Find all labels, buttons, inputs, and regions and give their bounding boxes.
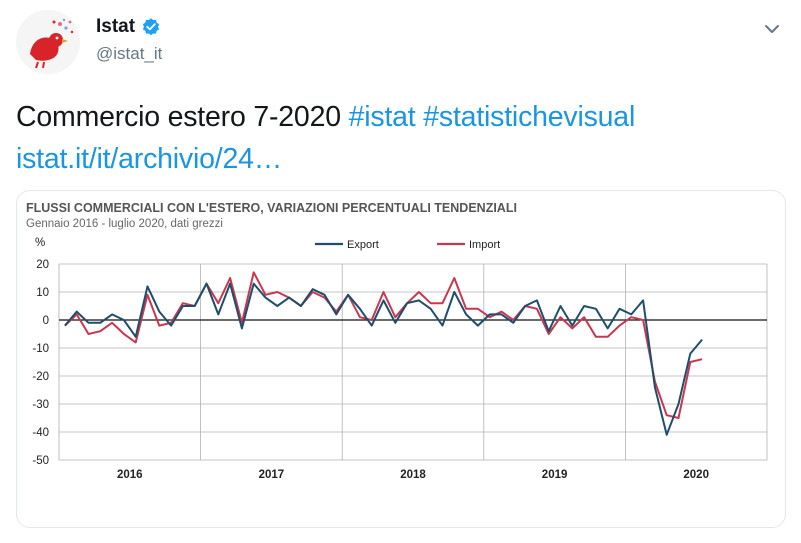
istat-bird-logo-icon: [16, 10, 80, 74]
y-tick-label: 0: [43, 315, 49, 327]
hashtag-links[interactable]: #istat #statistichevisual: [348, 101, 636, 133]
x-tick-label: 2020: [683, 469, 709, 481]
y-tick-label: -50: [32, 455, 49, 467]
y-tick-label: -30: [32, 399, 49, 411]
y-tick-label: -20: [32, 371, 49, 383]
trade-chart: FLUSSI COMMERCIALI CON L'ESTERO, VARIAZI…: [26, 201, 768, 481]
display-name[interactable]: Istat: [96, 16, 136, 37]
legend-label-import: Import: [469, 239, 500, 251]
y-tick-label: -40: [32, 427, 49, 439]
y-tick-label: -10: [32, 343, 49, 355]
avatar[interactable]: [16, 10, 80, 74]
series-line-import: [64, 271, 703, 419]
y-tick-label: 10: [36, 287, 49, 299]
tweet-body: Commercio estero 7-2020: [16, 101, 349, 133]
tweet-link[interactable]: istat.it/it/archivio/24…: [16, 143, 283, 175]
user-handle[interactable]: @istat_it: [96, 44, 163, 63]
x-tick-label: 2018: [400, 469, 426, 481]
verified-badge-icon: [142, 18, 160, 36]
chart-subtitle: Gennaio 2016 - luglio 2020, dati grezzi: [26, 218, 223, 230]
tweet-text: Commercio estero 7-2020 #istat #statisti…: [16, 96, 786, 180]
chevron-down-icon[interactable]: [761, 18, 783, 40]
y-tick-label: 20: [36, 259, 49, 271]
chart-card[interactable]: FLUSSI COMMERCIALI CON L'ESTERO, VARIAZI…: [16, 190, 786, 528]
legend-label-export: Export: [347, 239, 379, 251]
y-axis-label: %: [35, 237, 45, 249]
x-tick-label: 2017: [259, 469, 285, 481]
series-line-export: [64, 282, 703, 436]
x-tick-label: 2016: [117, 469, 143, 481]
x-tick-label: 2019: [542, 469, 568, 481]
chart-title: FLUSSI COMMERCIALI CON L'ESTERO, VARIAZI…: [26, 201, 517, 215]
